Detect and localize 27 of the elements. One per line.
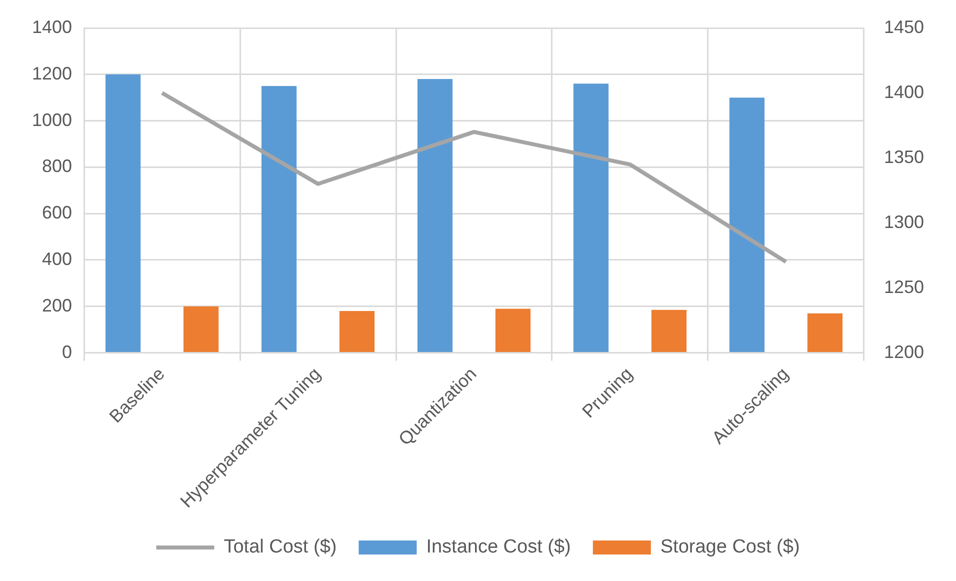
y2-tick-label: 1300 [884, 212, 924, 232]
y-tick-label: 1400 [32, 16, 72, 37]
y-tick-label: 400 [42, 248, 72, 269]
bar [261, 86, 297, 352]
bar [573, 84, 609, 352]
bar [183, 306, 219, 352]
y-tick-label: 800 [42, 156, 72, 176]
y2-tick-label: 1400 [884, 82, 924, 102]
bar [729, 98, 765, 352]
legend-label: Total Cost ($) [224, 536, 337, 558]
y-tick-label: 1000 [32, 110, 72, 130]
legend-label: Instance Cost ($) [426, 536, 571, 558]
y2-tick-label: 1200 [884, 342, 924, 362]
bar [339, 311, 375, 352]
bar [417, 79, 453, 352]
bar [105, 74, 141, 352]
y2-tick-label: 1250 [884, 276, 924, 297]
y-tick-label: 200 [42, 295, 72, 316]
bar [807, 313, 843, 352]
bar [495, 308, 531, 352]
bar [651, 310, 687, 352]
y-tick-label: 600 [42, 202, 72, 223]
y-tick-label: 0 [62, 342, 72, 362]
y2-tick-label: 1450 [884, 16, 924, 37]
legend-label: Storage Cost ($) [660, 536, 800, 558]
y-tick-label: 1200 [32, 63, 72, 84]
y2-tick-label: 1350 [884, 146, 924, 167]
